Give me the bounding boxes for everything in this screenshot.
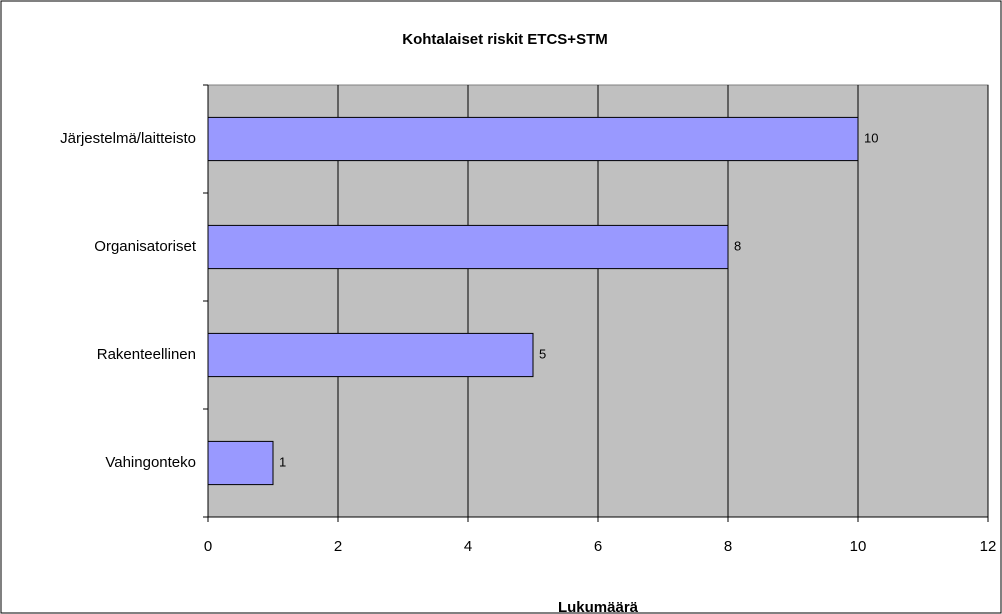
x-tick-label: 4 — [464, 538, 472, 555]
data-label: 1 — [279, 454, 286, 469]
bar — [207, 224, 729, 270]
x-tick-label: 12 — [980, 538, 997, 555]
x-tick-label: 0 — [204, 538, 212, 555]
x-tick-label: 6 — [594, 538, 602, 555]
bar — [207, 116, 859, 162]
y-tick-label: Organisatoriset — [94, 238, 197, 255]
chart-title: Kohtalaiset riskit ETCS+STM — [402, 31, 607, 48]
bar — [207, 440, 274, 486]
y-tick-label: Järjestelmä/laitteisto — [60, 130, 196, 147]
x-tick-label: 2 — [334, 538, 342, 555]
data-label: 10 — [864, 130, 878, 145]
x-tick-label: 10 — [850, 538, 867, 555]
x-tick-label: 8 — [724, 538, 732, 555]
data-label: 8 — [734, 238, 741, 253]
bar — [207, 332, 534, 378]
y-tick-label: Rakenteellinen — [97, 346, 196, 363]
x-axis-title: Lukumäärä — [558, 599, 639, 614]
y-tick-label: Vahingonteko — [105, 454, 196, 471]
data-label: 5 — [539, 346, 546, 361]
